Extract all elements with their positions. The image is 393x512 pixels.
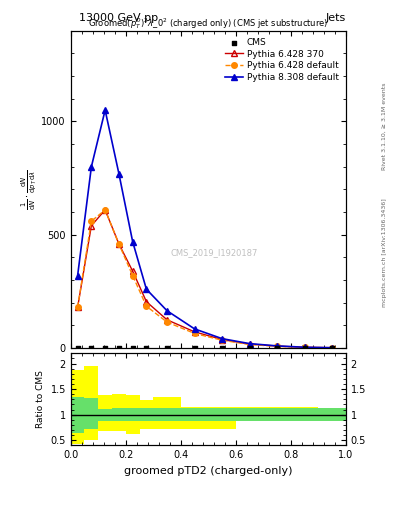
Pythia 8.308 default bbox=[75, 272, 80, 279]
Pythia 8.308 default bbox=[192, 326, 197, 332]
Pythia 6.428 default bbox=[302, 345, 307, 351]
Text: Jets: Jets bbox=[325, 13, 346, 23]
Pythia 6.428 370 bbox=[275, 343, 279, 349]
Pythia 6.428 default bbox=[75, 304, 80, 310]
Pythia 6.428 default bbox=[103, 207, 108, 213]
Text: Rivet 3.1.10, ≥ 3.1M events: Rivet 3.1.10, ≥ 3.1M events bbox=[382, 82, 387, 169]
CMS bbox=[301, 344, 308, 352]
Pythia 6.428 370 bbox=[330, 345, 334, 351]
Text: CMS_2019_I1920187: CMS_2019_I1920187 bbox=[170, 248, 257, 258]
CMS bbox=[219, 344, 225, 352]
CMS bbox=[246, 344, 253, 352]
CMS bbox=[329, 344, 335, 352]
Pythia 6.428 default bbox=[330, 345, 334, 351]
Pythia 6.428 370 bbox=[302, 344, 307, 350]
CMS bbox=[191, 344, 198, 352]
Pythia 6.428 370 bbox=[165, 317, 169, 323]
Legend: CMS, Pythia 6.428 370, Pythia 6.428 default, Pythia 8.308 default: CMS, Pythia 6.428 370, Pythia 6.428 defa… bbox=[222, 35, 342, 85]
Pythia 8.308 default bbox=[275, 343, 279, 349]
Pythia 6.428 370 bbox=[144, 298, 149, 305]
Pythia 8.308 default bbox=[330, 345, 334, 351]
Pythia 6.428 370 bbox=[116, 241, 121, 247]
CMS bbox=[274, 344, 280, 352]
Pythia 8.308 default bbox=[144, 286, 149, 292]
Pythia 6.428 370 bbox=[247, 341, 252, 347]
Pythia 8.308 default bbox=[103, 107, 108, 113]
Pythia 6.428 370 bbox=[220, 336, 224, 343]
Text: mcplots.cern.ch [arXiv:1306.3436]: mcplots.cern.ch [arXiv:1306.3436] bbox=[382, 199, 387, 307]
Pythia 6.428 370 bbox=[89, 223, 94, 229]
Title: Groomed$(p_T^D)^2\lambda\_0^2$ (charged only) (CMS jet substructure): Groomed$(p_T^D)^2\lambda\_0^2$ (charged … bbox=[88, 16, 329, 31]
Pythia 6.428 default bbox=[220, 337, 224, 343]
Pythia 6.428 default bbox=[275, 343, 279, 349]
Pythia 6.428 370 bbox=[75, 304, 80, 310]
X-axis label: groomed pTD2 (charged-only): groomed pTD2 (charged-only) bbox=[124, 466, 292, 476]
Text: 13000 GeV pp: 13000 GeV pp bbox=[79, 13, 158, 23]
Pythia 6.428 default bbox=[165, 319, 169, 325]
Pythia 6.428 370 bbox=[192, 329, 197, 335]
Pythia 6.428 370 bbox=[103, 207, 108, 213]
CMS bbox=[88, 344, 95, 352]
Pythia 8.308 default bbox=[165, 308, 169, 314]
Pythia 6.428 default bbox=[116, 241, 121, 247]
CMS bbox=[102, 344, 108, 352]
CMS bbox=[116, 344, 122, 352]
Pythia 8.308 default bbox=[247, 340, 252, 347]
Pythia 8.308 default bbox=[89, 164, 94, 170]
Pythia 6.428 default bbox=[130, 272, 135, 279]
Pythia 6.428 default bbox=[192, 330, 197, 336]
Pythia 8.308 default bbox=[130, 239, 135, 245]
Pythia 6.428 default bbox=[144, 303, 149, 309]
CMS bbox=[130, 344, 136, 352]
Line: Pythia 6.428 default: Pythia 6.428 default bbox=[75, 207, 335, 351]
Pythia 8.308 default bbox=[116, 170, 121, 177]
CMS bbox=[75, 344, 81, 352]
Pythia 6.428 default bbox=[247, 342, 252, 348]
Pythia 6.428 370 bbox=[130, 268, 135, 274]
Pythia 8.308 default bbox=[302, 344, 307, 350]
Y-axis label: Ratio to CMS: Ratio to CMS bbox=[36, 370, 45, 429]
Line: Pythia 8.308 default: Pythia 8.308 default bbox=[75, 108, 335, 351]
CMS bbox=[164, 344, 170, 352]
Line: Pythia 6.428 370: Pythia 6.428 370 bbox=[75, 207, 335, 351]
Pythia 6.428 default bbox=[89, 218, 94, 224]
Pythia 8.308 default bbox=[220, 335, 224, 342]
Y-axis label: $\frac{1}{\mathrm{d}N}\cdot\frac{\mathrm{d}N}{\mathrm{d}p_T\,\mathrm{d}\lambda}$: $\frac{1}{\mathrm{d}N}\cdot\frac{\mathrm… bbox=[19, 169, 39, 210]
CMS bbox=[143, 344, 150, 352]
